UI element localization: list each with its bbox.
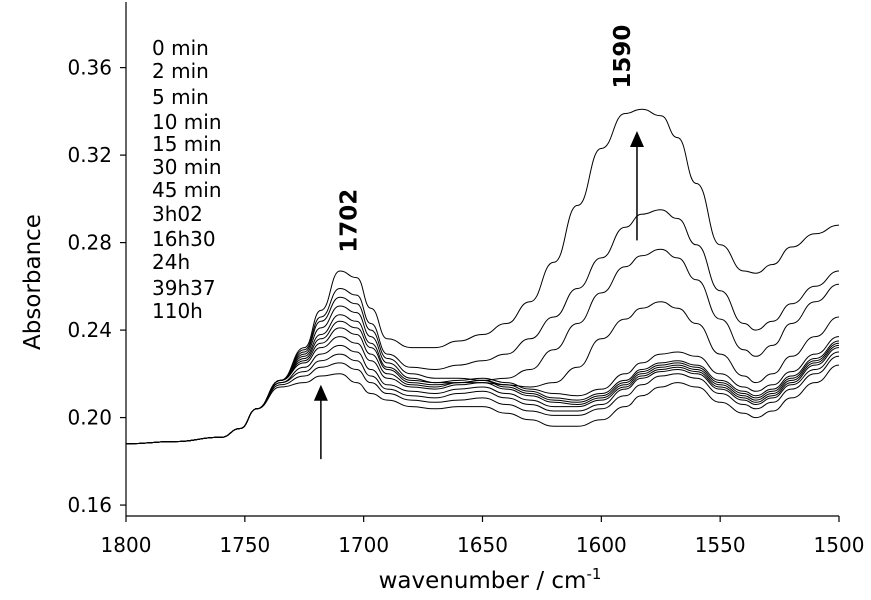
annotation-group: 1702 1590 xyxy=(337,25,636,253)
x-tick-label: 1750 xyxy=(219,533,270,557)
legend-entry: 45 min xyxy=(152,178,222,202)
series-line xyxy=(125,209,840,445)
series-line xyxy=(125,355,840,445)
arrow-head xyxy=(629,131,644,148)
series-line xyxy=(125,301,840,445)
y-tick-label: 0.20 xyxy=(67,406,112,430)
legend-entry: 39h37 xyxy=(152,276,216,300)
y-axis-title: Absorbance xyxy=(20,214,46,350)
x-axis-title: wavenumber / cm-1 xyxy=(379,565,602,594)
legend-entry: 2 min xyxy=(152,59,209,83)
x-tick-label: 1600 xyxy=(576,533,627,557)
series-line xyxy=(125,351,840,445)
x-axis-title-main: wavenumber / cm xyxy=(379,568,587,594)
y-tick-label: 0.16 xyxy=(67,493,112,517)
legend-entry: 15 min xyxy=(152,132,222,156)
x-tick-label: 1500 xyxy=(814,533,865,557)
legend-entry: 30 min xyxy=(152,155,222,179)
peak-label: 1590 xyxy=(610,25,636,89)
x-axis-title-superscript: -1 xyxy=(586,565,601,583)
series-line xyxy=(125,344,840,445)
y-tick-label: 0.24 xyxy=(67,318,112,342)
tick-group: 0.16 0.20 0.24 0.28 0.32 0.36 1800 1750 1700 1650… xyxy=(67,56,864,557)
series-group xyxy=(125,108,840,445)
x-tick-label: 1800 xyxy=(101,533,152,557)
x-tick-label: 1550 xyxy=(695,533,746,557)
legend-entry: 110h xyxy=(152,299,203,323)
series-line xyxy=(125,364,840,445)
peak-label: 1702 xyxy=(337,189,363,253)
y-tick-label: 0.28 xyxy=(67,231,112,255)
x-tick-label: 1700 xyxy=(338,533,389,557)
x-tick-label: 1650 xyxy=(457,533,508,557)
legend-entry: 3h02 xyxy=(152,202,203,226)
legend-entry: 16h30 xyxy=(152,227,216,251)
arrow-group xyxy=(313,131,644,460)
legend-entry: 10 min xyxy=(152,110,222,134)
y-tick-label: 0.36 xyxy=(67,56,112,80)
arrow-head xyxy=(313,384,328,401)
legend-entry: 24h xyxy=(152,250,190,274)
series-line xyxy=(125,108,840,445)
legend-entry: 5 min xyxy=(152,85,209,109)
legend-entry: 0 min xyxy=(152,36,209,60)
series-line xyxy=(125,248,840,445)
y-tick-label: 0.32 xyxy=(67,143,112,167)
series-line xyxy=(125,336,840,445)
